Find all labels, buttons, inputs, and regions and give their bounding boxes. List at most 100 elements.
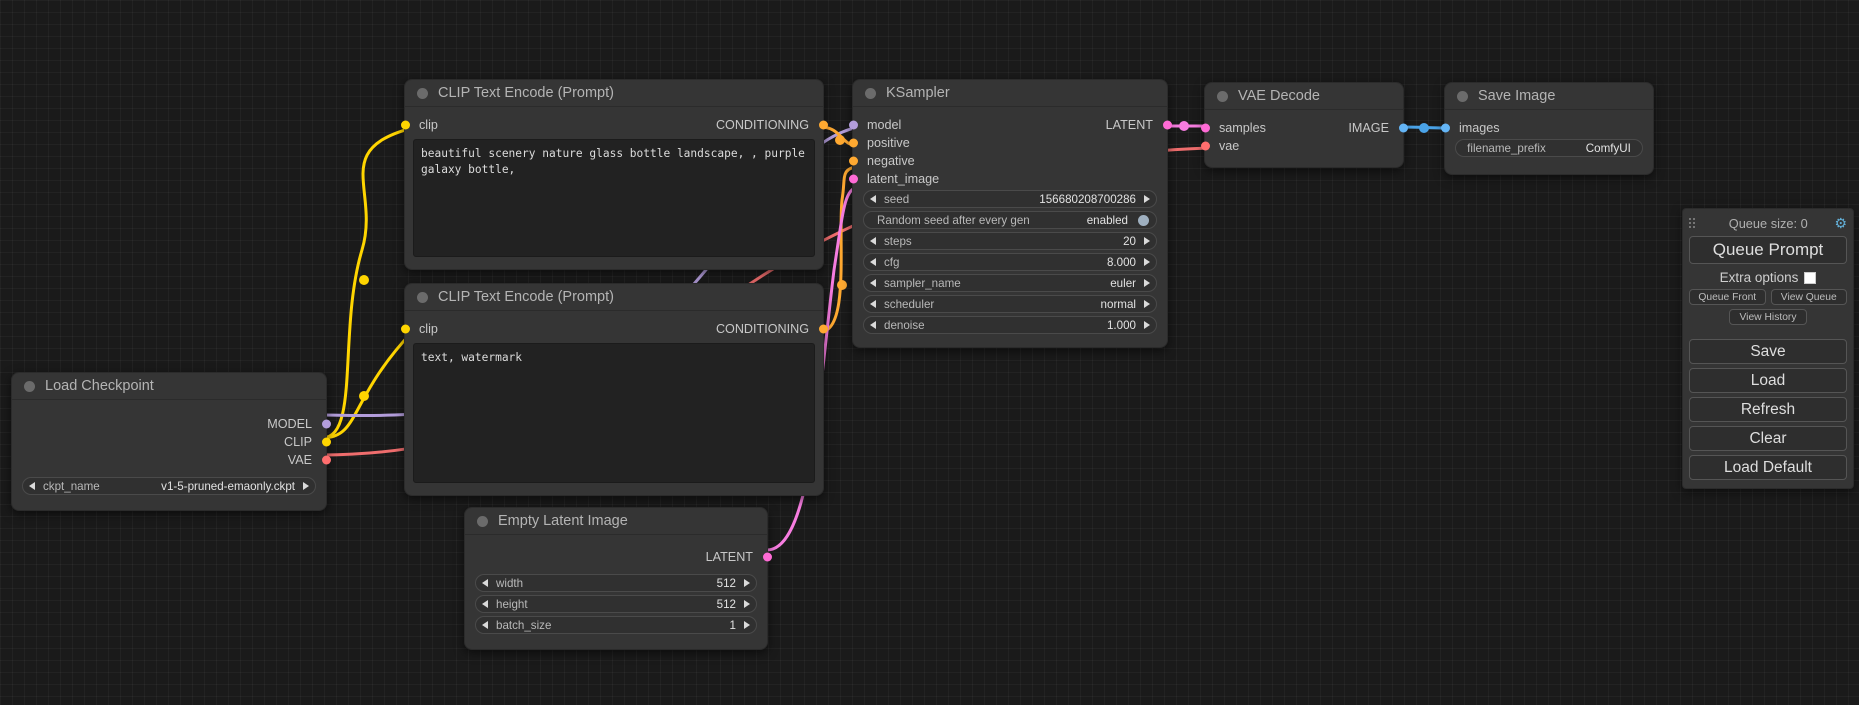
input-slot-clip[interactable]: clip CONDITIONING [400,320,828,337]
queue-prompt-button[interactable]: Queue Prompt [1689,236,1847,264]
widget-value[interactable]: 512 [716,597,736,611]
increment-arrow-icon[interactable] [1144,195,1150,203]
widget-cfg[interactable]: cfg 8.000 [863,253,1157,271]
widget-sampler-name[interactable]: sampler_name euler [863,274,1157,292]
previous-arrow-icon[interactable] [870,279,876,287]
port-clip-icon[interactable] [400,120,410,129]
port-image-icon[interactable] [1398,123,1408,132]
widget-random-seed-toggle[interactable]: Random seed after every gen enabled [863,211,1157,229]
node-title-bar[interactable]: Empty Latent Image [465,508,767,535]
port-negative-icon[interactable] [848,156,858,165]
node-collapse-icon[interactable] [1457,90,1468,102]
node-collapse-icon[interactable] [477,515,488,527]
port-latent-icon[interactable] [1162,120,1172,129]
refresh-button[interactable]: Refresh [1689,397,1847,422]
port-model-icon[interactable] [848,120,858,129]
node-empty-latent-image[interactable]: Empty Latent Image LATENT width 512 heig… [464,507,772,650]
input-slot-model[interactable]: model LATENT [848,116,1172,133]
widget-value[interactable]: v1-5-pruned-emaonly.ckpt [161,479,295,493]
node-title-bar[interactable]: VAE Decode [1205,83,1403,110]
output-slot-vae[interactable]: VAE [12,451,331,468]
widget-value[interactable]: 8.000 [1106,255,1136,269]
input-slot-images[interactable]: images [1440,119,1653,136]
widget-value[interactable]: ComfyUI [1585,141,1631,155]
node-title-bar[interactable]: KSampler [853,80,1167,107]
node-load-checkpoint[interactable]: Load Checkpoint MODEL CLIP VAE ckpt_name… [11,372,331,511]
widget-value[interactable]: 512 [716,576,736,590]
node-collapse-icon[interactable] [1217,90,1228,102]
widget-scheduler[interactable]: scheduler normal [863,295,1157,313]
node-title-bar[interactable]: Load Checkpoint [12,373,326,400]
port-images-icon[interactable] [1440,123,1450,132]
decrement-arrow-icon[interactable] [870,195,876,203]
node-title-bar[interactable]: Save Image [1445,83,1653,110]
widget-seed[interactable]: seed 156680208700286 [863,190,1157,208]
previous-arrow-icon[interactable] [870,300,876,308]
input-slot-vae[interactable]: vae [1200,137,1403,154]
input-slot-negative[interactable]: negative [848,152,1167,169]
input-slot-samples[interactable]: samples IMAGE [1200,119,1408,136]
load-button[interactable]: Load [1689,368,1847,393]
output-slot-clip[interactable]: CLIP [12,433,331,450]
widget-value[interactable]: normal [1100,297,1136,311]
decrement-arrow-icon[interactable] [482,621,488,629]
toggle-icon[interactable] [1138,214,1149,226]
port-conditioning-icon[interactable] [818,324,828,333]
port-samples-icon[interactable] [1200,123,1210,132]
node-vae-decode[interactable]: VAE Decode samples IMAGE vae [1200,82,1408,168]
input-slot-latent-image[interactable]: latent_image [848,170,1167,187]
node-collapse-icon[interactable] [417,291,428,303]
next-arrow-icon[interactable] [1144,279,1150,287]
next-arrow-icon[interactable] [303,482,309,490]
port-vae-icon[interactable] [321,455,331,464]
port-conditioning-icon[interactable] [818,120,828,129]
port-model-icon[interactable] [321,419,331,428]
next-arrow-icon[interactable] [1144,300,1150,308]
widget-width[interactable]: width 512 [475,574,757,592]
input-slot-clip[interactable]: clip CONDITIONING [400,116,828,133]
node-title-bar[interactable]: CLIP Text Encode (Prompt) [405,284,823,311]
extra-options-row[interactable]: Extra options [1689,270,1847,285]
port-positive-icon[interactable] [848,138,858,147]
node-collapse-icon[interactable] [417,87,428,99]
comfyui-menu-panel[interactable]: Queue size: 0 ⚙ Queue Prompt Extra optio… [1682,208,1854,489]
node-ksampler[interactable]: KSampler model LATENT positive negative … [848,79,1172,348]
widget-ckpt-name[interactable]: ckpt_name v1-5-pruned-emaonly.ckpt [22,477,316,495]
increment-arrow-icon[interactable] [1144,258,1150,266]
prompt-textarea[interactable]: beautiful scenery nature glass bottle la… [413,139,815,257]
output-slot-latent[interactable]: LATENT [465,548,772,565]
menu-header[interactable]: Queue size: 0 ⚙ [1689,214,1847,232]
load-default-button[interactable]: Load Default [1689,455,1847,480]
widget-height[interactable]: height 512 [475,595,757,613]
increment-arrow-icon[interactable] [1144,237,1150,245]
widget-value[interactable]: 20 [1123,234,1136,248]
previous-arrow-icon[interactable] [29,482,35,490]
widget-denoise[interactable]: denoise 1.000 [863,316,1157,334]
view-history-button[interactable]: View History [1729,309,1807,325]
port-vae-icon[interactable] [1200,141,1210,150]
queue-front-button[interactable]: Queue Front [1689,289,1766,305]
output-slot-model[interactable]: MODEL [12,415,331,432]
widget-value[interactable]: 156680208700286 [1039,192,1136,206]
widget-value[interactable]: 1 [729,618,736,632]
widget-filename-prefix[interactable]: filename_prefix ComfyUI [1455,139,1643,157]
port-latent-image-icon[interactable] [848,174,858,183]
widget-value[interactable]: 1.000 [1106,318,1136,332]
widget-value[interactable]: euler [1110,276,1136,290]
port-clip-icon[interactable] [400,324,410,333]
node-collapse-icon[interactable] [865,87,876,99]
drag-handle-icon[interactable] [1689,217,1698,229]
decrement-arrow-icon[interactable] [870,258,876,266]
increment-arrow-icon[interactable] [744,579,750,587]
decrement-arrow-icon[interactable] [870,321,876,329]
increment-arrow-icon[interactable] [744,621,750,629]
view-queue-button[interactable]: View Queue [1770,289,1847,305]
input-slot-positive[interactable]: positive [848,134,1167,151]
node-title-bar[interactable]: CLIP Text Encode (Prompt) [405,80,823,107]
decrement-arrow-icon[interactable] [482,579,488,587]
decrement-arrow-icon[interactable] [482,600,488,608]
node-save-image[interactable]: Save Image images filename_prefix ComfyU… [1440,82,1654,175]
node-clip-text-encode-negative[interactable]: CLIP Text Encode (Prompt) clip CONDITION… [400,283,828,496]
decrement-arrow-icon[interactable] [870,237,876,245]
